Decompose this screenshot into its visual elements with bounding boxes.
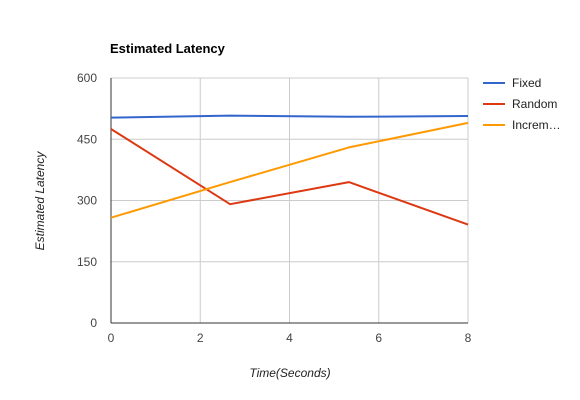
chart-title: Estimated Latency [110, 41, 226, 56]
x-tick-label: 8 [465, 331, 472, 345]
series-line-1 [110, 114, 469, 119]
y-tick-label: 0 [90, 316, 97, 330]
x-tick-label: 6 [375, 331, 382, 345]
y-axis-title: Estimated Latency [33, 151, 47, 251]
legend-label: Fixed [512, 76, 541, 90]
y-tick-label: 600 [77, 71, 97, 85]
series-line-3 [110, 121, 469, 219]
legend-label: Random [512, 97, 557, 111]
legend: Fixed Random Increm… [483, 76, 561, 132]
series-lines [110, 114, 469, 226]
x-tick-label: 2 [197, 331, 204, 345]
y-tick-label: 300 [77, 194, 97, 208]
y-axis-ticks: 0 150 300 450 600 [77, 71, 97, 330]
x-tick-label: 4 [286, 331, 293, 345]
x-axis-ticks: 0 2 4 6 8 [108, 331, 472, 345]
y-tick-label: 150 [77, 255, 97, 269]
y-tick-label: 450 [77, 132, 97, 146]
legend-label: Increm… [512, 118, 561, 132]
x-tick-label: 0 [108, 331, 115, 345]
grid [111, 77, 469, 323]
series-line-2 [110, 128, 469, 226]
x-axis-title: Time(Seconds) [249, 366, 330, 380]
axis-lines [110, 78, 468, 324]
